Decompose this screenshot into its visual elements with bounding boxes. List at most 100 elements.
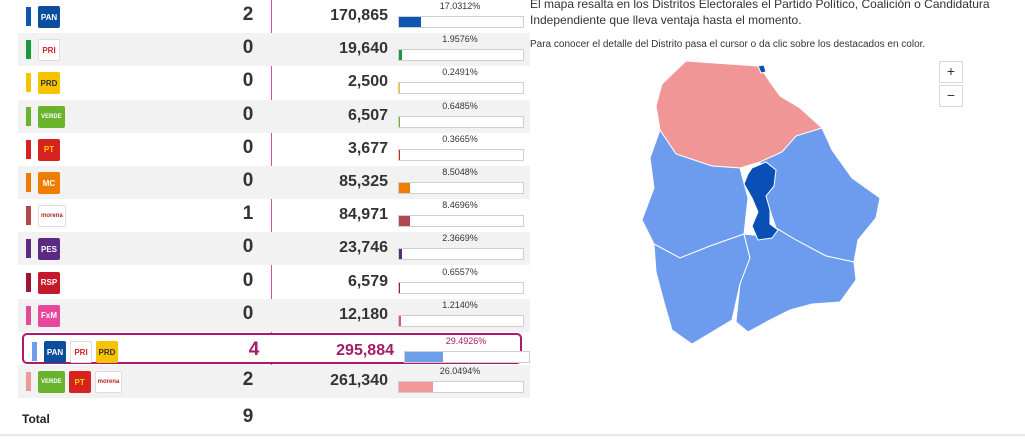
pan-logo: PAN bbox=[38, 6, 60, 28]
party-color-bar bbox=[26, 372, 31, 392]
results-row-highlighted[interactable]: PAN PRI PRD 4 295,884 29.4926% bbox=[22, 333, 530, 364]
party-logos: PT bbox=[38, 138, 60, 161]
total-label: Total bbox=[22, 412, 50, 426]
district-count: 0 bbox=[242, 136, 254, 158]
district-southeast[interactable] bbox=[735, 227, 857, 333]
district-count: 0 bbox=[242, 236, 254, 258]
party-color-bar bbox=[26, 305, 31, 325]
vote-count: 2,500 bbox=[347, 73, 388, 91]
percentage-bar-track bbox=[398, 49, 524, 62]
percentage-bar-fill bbox=[399, 17, 421, 27]
party-color-bar bbox=[26, 73, 31, 93]
district-count: 0 bbox=[242, 269, 254, 291]
vote-percentage: 8.5048% bbox=[442, 167, 478, 177]
party-logos: PAN PRI PRD bbox=[44, 341, 118, 363]
district-count: 2 bbox=[242, 4, 254, 25]
district-count: 2 bbox=[242, 369, 254, 391]
party-color-bar bbox=[26, 239, 31, 259]
rsp-logo: RSP bbox=[38, 271, 60, 294]
party-color-bar bbox=[26, 139, 31, 159]
percentage-bar-fill bbox=[399, 116, 401, 127]
bottom-divider bbox=[0, 434, 1025, 436]
vote-percentage: 0.3665% bbox=[442, 133, 478, 144]
vote-count: 12,180 bbox=[339, 305, 388, 323]
pri-logo: PRI bbox=[38, 39, 60, 62]
results-row[interactable]: MC 0 85,325 8.5048% bbox=[18, 166, 530, 199]
vote-percentage: 8.4696% bbox=[442, 200, 478, 211]
vote-percentage: 2.3669% bbox=[442, 233, 478, 244]
percentage-bar-fill bbox=[399, 83, 401, 94]
district-central-pan[interactable] bbox=[743, 161, 779, 241]
percentage-bar-fill bbox=[399, 249, 403, 260]
results-row[interactable]: PT 0 3,677 0.3665% bbox=[18, 133, 530, 166]
vote-percentage: 17.0312% bbox=[439, 1, 481, 11]
vote-count: 170,865 bbox=[330, 7, 388, 24]
party-color-bar bbox=[26, 7, 31, 26]
percentage-bar-fill bbox=[399, 149, 401, 160]
percentage-bar-track bbox=[398, 215, 524, 228]
district-count: 4 bbox=[248, 339, 260, 360]
party-logos: FxM bbox=[38, 304, 60, 327]
percentage-bar-track bbox=[398, 82, 524, 95]
vote-percentage: 29.4926% bbox=[445, 336, 487, 346]
results-row[interactable]: VERDE 0 6,507 0.6485% bbox=[18, 99, 530, 133]
map-panel: El mapa resalta en los Distritos Elector… bbox=[530, 0, 1025, 439]
vote-count: 261,340 bbox=[330, 372, 388, 390]
percentage-bar-fill bbox=[399, 315, 401, 326]
percentage-bar-track bbox=[398, 281, 524, 294]
party-logos: PRI bbox=[38, 39, 60, 62]
vote-percentage: 1.2140% bbox=[442, 299, 478, 310]
percentage-bar-fill bbox=[399, 183, 410, 193]
vote-percentage: 0.6557% bbox=[442, 266, 478, 277]
results-row[interactable]: VERDE PT morena 2 261,340 26.0494% bbox=[18, 365, 530, 399]
vote-count: 3,677 bbox=[347, 139, 388, 157]
vote-count: 19,640 bbox=[339, 40, 388, 58]
vote-percentage: 0.6485% bbox=[442, 100, 478, 111]
percentage-bar-track bbox=[398, 314, 524, 327]
prd-logo: PRD bbox=[38, 72, 60, 95]
party-color-bar bbox=[32, 342, 37, 361]
vote-count: 85,325 bbox=[339, 173, 388, 190]
results-row[interactable]: RSP 0 6,579 0.6557% bbox=[18, 266, 530, 299]
pt-logo: PT bbox=[38, 138, 60, 161]
district-count: 0 bbox=[242, 70, 254, 92]
results-row[interactable]: PRI 0 19,640 1.9576% bbox=[18, 33, 530, 67]
mc-logo: MC bbox=[38, 172, 60, 194]
party-color-bar bbox=[26, 272, 31, 292]
map-help-text: Para conocer el detalle del Distrito pas… bbox=[530, 39, 926, 50]
zoom-in-button[interactable]: + bbox=[939, 61, 963, 83]
party-color-bar bbox=[26, 173, 31, 192]
results-row[interactable]: morena 1 84,971 8.4696% bbox=[18, 199, 530, 232]
percentage-bar-track bbox=[404, 351, 530, 363]
results-row[interactable]: PRD 0 2,500 0.2491% bbox=[18, 66, 530, 99]
prd-logo: PRD bbox=[96, 341, 118, 363]
results-row[interactable]: FxM 0 12,180 1.2140% bbox=[18, 298, 530, 332]
party-logos: MC bbox=[38, 172, 60, 194]
district-southwest[interactable] bbox=[653, 233, 751, 345]
results-row[interactable]: PAN 2 170,865 17.0312% bbox=[18, 0, 530, 33]
pt-logo: PT bbox=[68, 371, 91, 394]
district-border-pan[interactable] bbox=[757, 64, 767, 74]
morena-logo: morena bbox=[38, 205, 66, 228]
district-map bbox=[641, 60, 881, 345]
percentage-bar-track bbox=[398, 115, 524, 128]
district-count: 0 bbox=[242, 170, 254, 191]
party-logos: PRD bbox=[38, 72, 60, 95]
vote-count: 6,507 bbox=[347, 106, 388, 124]
pvem-logo: VERDE bbox=[38, 371, 65, 394]
map-intro-text: El mapa resalta en los Distritos Elector… bbox=[530, 0, 990, 27]
percentage-bar-track bbox=[398, 182, 524, 194]
percentage-bar-track bbox=[398, 381, 524, 394]
results-row[interactable]: PES 0 23,746 2.3669% bbox=[18, 232, 530, 266]
percentage-bar-fill bbox=[399, 382, 433, 393]
pvem-logo: VERDE bbox=[38, 105, 65, 128]
vote-count: 84,971 bbox=[339, 206, 388, 224]
pes-logo: PES bbox=[38, 238, 60, 261]
party-logos: PAN bbox=[38, 6, 60, 28]
zoom-out-button[interactable]: − bbox=[939, 85, 963, 107]
vote-count: 6,579 bbox=[347, 272, 388, 290]
vote-count: 295,884 bbox=[336, 342, 394, 359]
fxm-logo: FxM bbox=[38, 304, 60, 327]
district-count: 1 bbox=[242, 203, 254, 225]
district-count: 0 bbox=[242, 302, 254, 324]
